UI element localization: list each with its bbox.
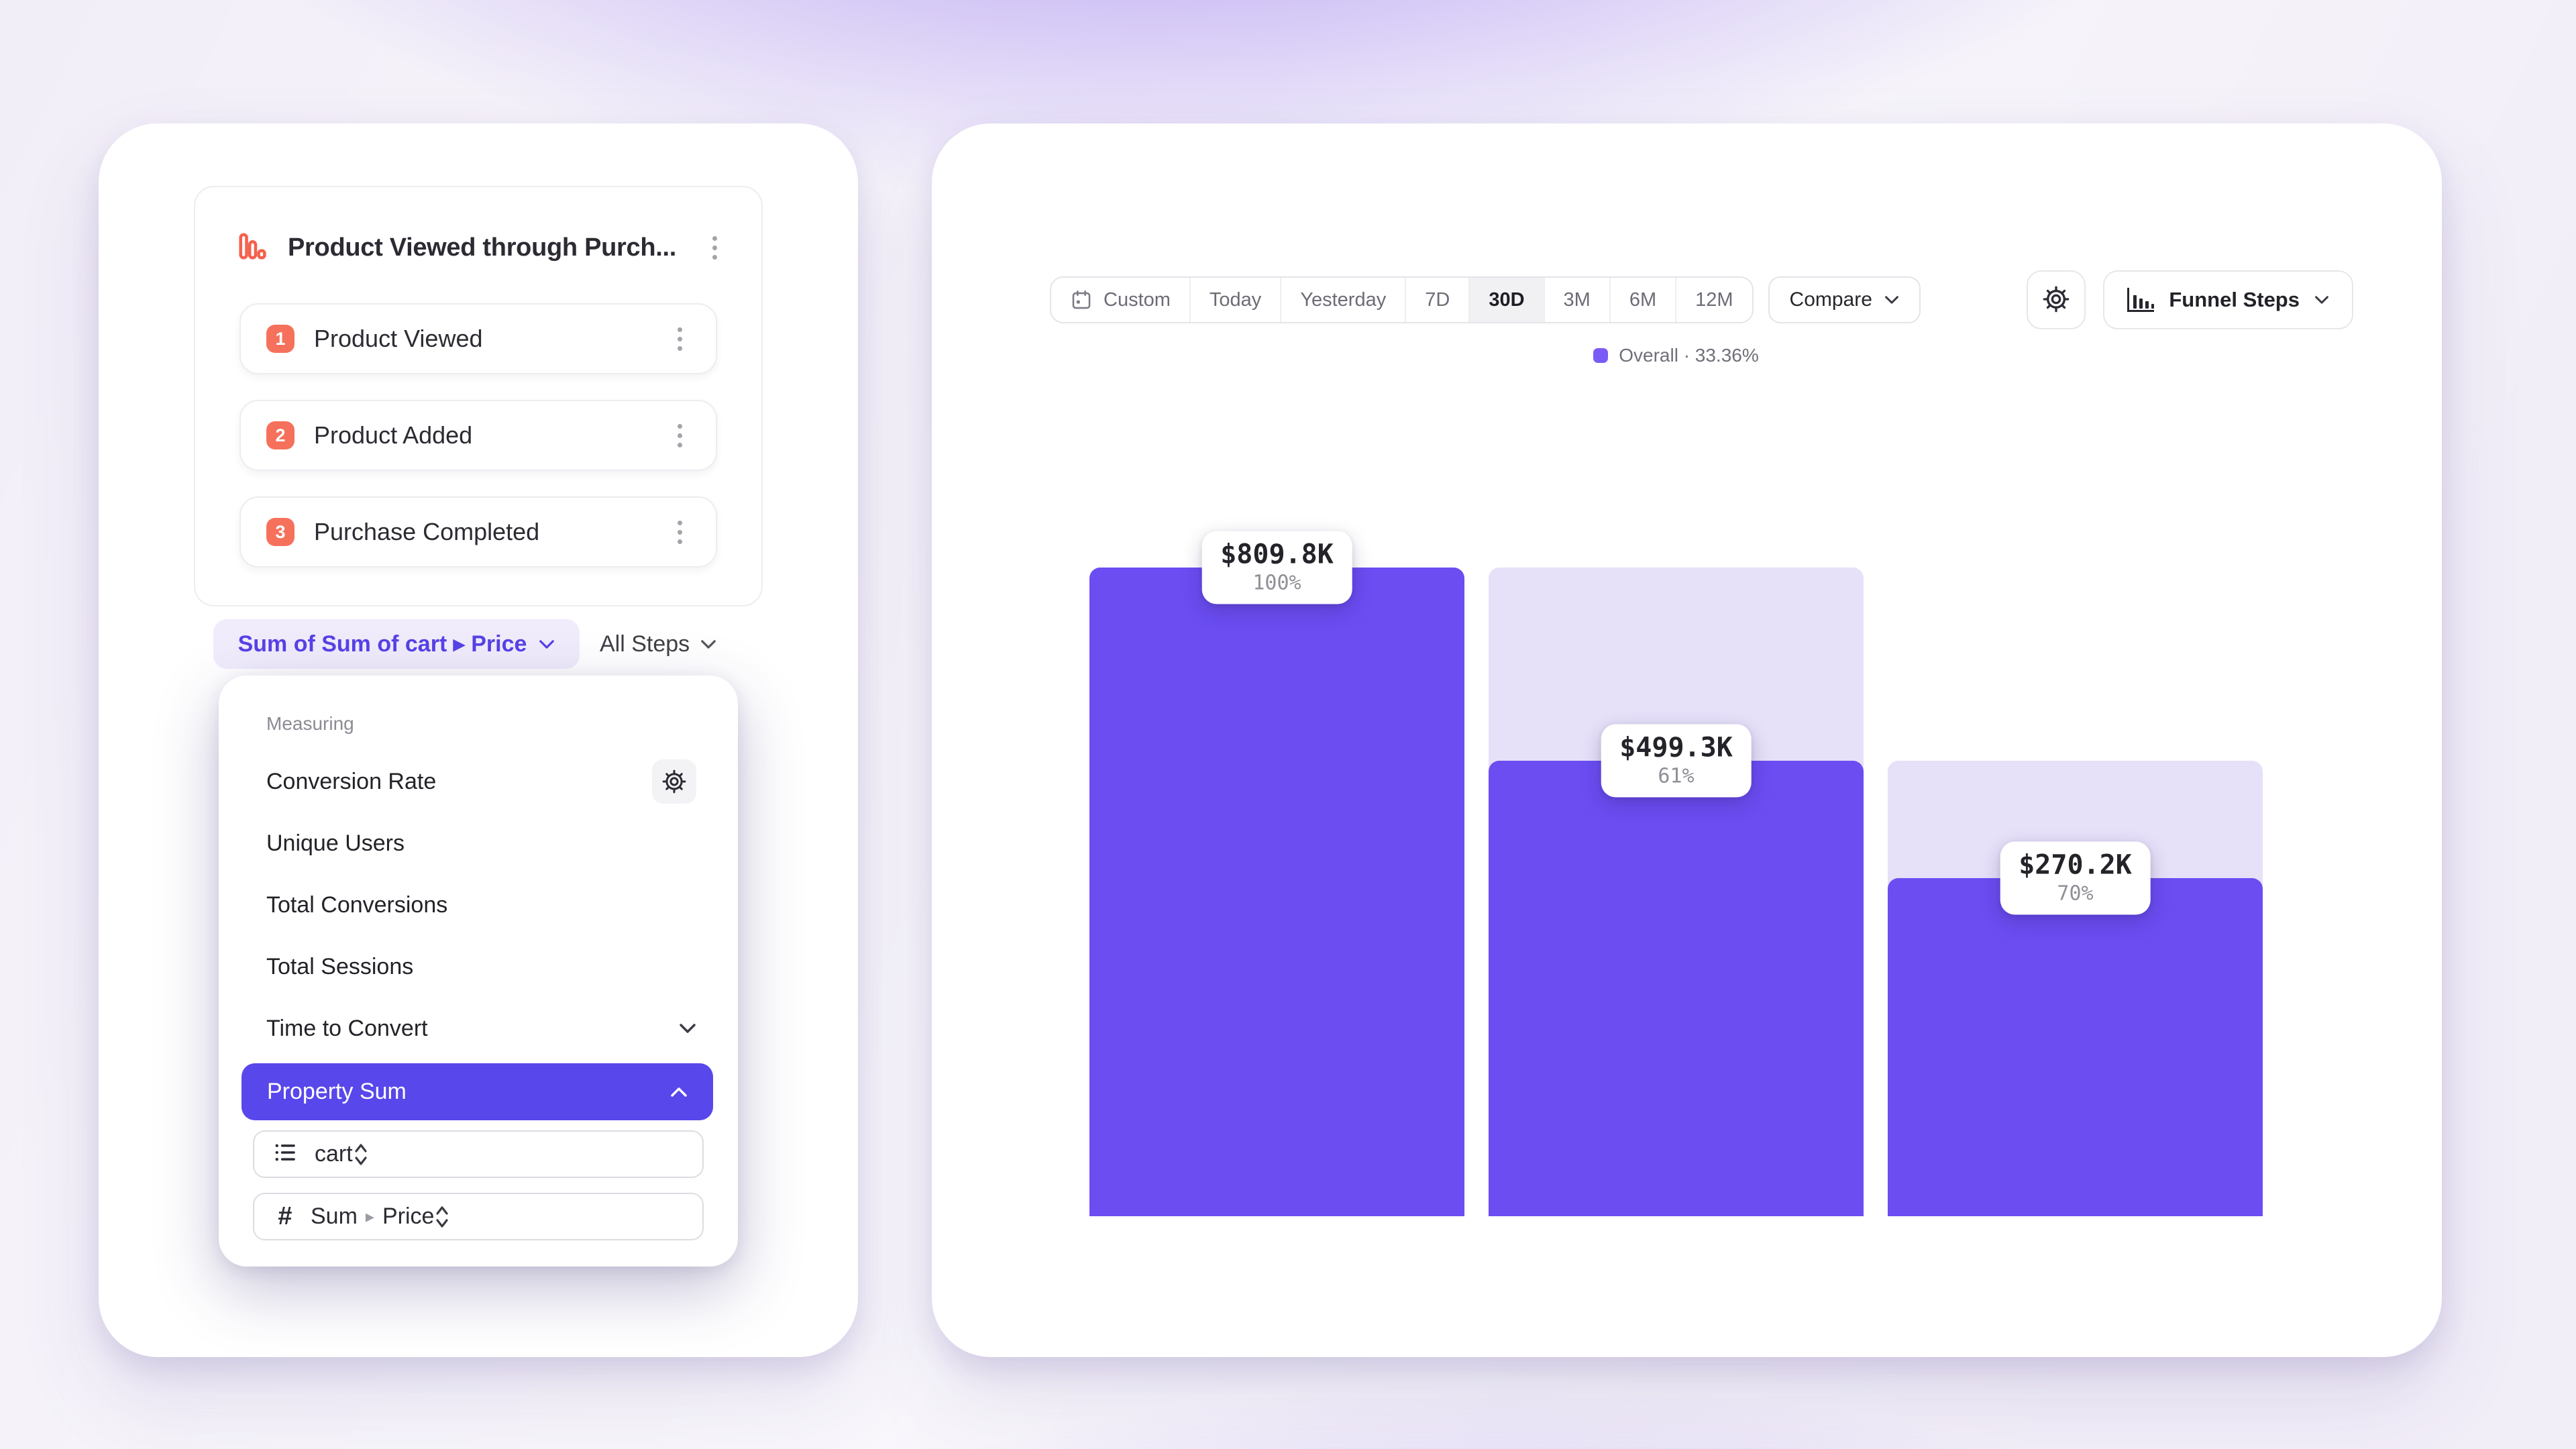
time-range-segmented-control: Custom Today Yesterday 7D 30D 3M 6M 12M (1050, 276, 1754, 323)
funnel-bar-1[interactable] (1089, 568, 1464, 1216)
report-title: Product Viewed through Purch... (288, 233, 677, 262)
conversion-rate-settings-button[interactable] (652, 759, 696, 804)
bar-value-label: $499.3K 61% (1601, 724, 1752, 798)
measuring-popover: Measuring Conversion Rate Unique Users T… (219, 676, 738, 1267)
time-range-button-7d[interactable]: 7D (1406, 278, 1470, 322)
step-number-badge: 3 (266, 518, 294, 546)
chart-settings-button[interactable] (2027, 270, 2086, 329)
aggregation-prefix: Sum (311, 1203, 358, 1229)
report-kebab-menu-icon[interactable] (706, 229, 724, 266)
kebab-menu-icon[interactable] (671, 514, 689, 551)
menu-item-property-sum-selected[interactable]: Property Sum (241, 1063, 713, 1120)
menu-items: Conversion Rate Unique Users Total Conve… (241, 751, 715, 1059)
calendar-icon (1070, 288, 1093, 311)
chart-legend: Overall · 33.36% (1089, 345, 2263, 366)
menu-section-label: Measuring (266, 713, 354, 734)
property-selector[interactable]: cart (253, 1130, 704, 1178)
step-label: Product Added (314, 421, 473, 449)
funnel-step-row[interactable]: 1 Product Viewed (239, 303, 717, 374)
gear-icon (2043, 286, 2070, 313)
time-range-button-custom[interactable]: Custom (1051, 278, 1191, 322)
measuring-menu-item[interactable]: Time to Convert (241, 998, 715, 1059)
kebab-menu-icon[interactable] (671, 321, 689, 358)
bar-value: $499.3K (1619, 732, 1733, 763)
aggregation-value: Price (382, 1203, 435, 1229)
bar-value-label: $270.2K 70% (2000, 841, 2151, 915)
up-down-selector-icon (434, 1204, 450, 1230)
funnel-chart-icon (237, 231, 268, 265)
measuring-menu-item[interactable]: Total Conversions (266, 892, 448, 918)
measurement-dropdown[interactable]: Sum of Sum of cart ▸ Price (213, 619, 580, 669)
time-range-button-today[interactable]: Today (1190, 278, 1282, 322)
measuring-menu-item[interactable]: Unique Users (266, 830, 405, 856)
time-range-button-6m[interactable]: 6M (1610, 278, 1677, 322)
step-number-badge: 2 (266, 421, 294, 449)
bar-value: $809.8K (1220, 539, 1334, 570)
chart-toolbar: Custom Today Yesterday 7D 30D 3M 6M 12M … (1050, 270, 2353, 329)
funnel-bar-3[interactable] (1888, 878, 2263, 1216)
time-range-button-30d[interactable]: 30D (1470, 278, 1545, 322)
chevron-down-icon (539, 639, 555, 649)
funnel-plot: $809.8K 100% $499.3K 61% $270.2K 70% (1089, 531, 2263, 1216)
bar-value-label: $809.8K 100% (1201, 531, 1352, 604)
bar-conversion-pct: 70% (2057, 881, 2094, 906)
steps-card: Product Viewed through Purch... 1 Produc… (194, 186, 763, 606)
time-range-button-yesterday[interactable]: Yesterday (1281, 278, 1407, 322)
report-header: Product Viewed through Purch... (237, 214, 724, 281)
kebab-menu-icon[interactable] (671, 417, 689, 454)
funnel-step-row[interactable]: 2 Product Added (239, 400, 717, 471)
funnel-chart-card: Custom Today Yesterday 7D 30D 3M 6M 12M … (932, 123, 2442, 1357)
breadcrumb-arrow: ▸ (365, 1206, 374, 1226)
chevron-down-icon (1884, 295, 1899, 305)
bar-conversion-pct: 61% (1658, 764, 1695, 788)
measuring-menu-item[interactable]: Total Sessions (266, 953, 414, 979)
time-range-button-3m[interactable]: 3M (1544, 278, 1611, 322)
legend-label: Overall · 33.36% (1619, 345, 1759, 366)
chart-type-dropdown[interactable]: Funnel Steps (2103, 270, 2353, 329)
funnel-steps-chart-icon (2127, 288, 2155, 312)
funnel-builder-card: Product Viewed through Purch... 1 Produc… (99, 123, 858, 1357)
step-label: Purchase Completed (314, 518, 540, 545)
time-range-button-12m[interactable]: 12M (1676, 278, 1752, 322)
measuring-menu-item[interactable]: Conversion Rate (241, 751, 715, 812)
chart-tools: Funnel Steps (2027, 270, 2353, 329)
legend-swatch (1593, 348, 1609, 363)
funnel-bar-2[interactable] (1489, 761, 1864, 1216)
aggregation-selector[interactable]: # Sum ▸ Price (253, 1193, 704, 1240)
number-property-icon: # (278, 1202, 292, 1230)
up-down-selector-icon (353, 1142, 369, 1167)
list-icon (273, 1142, 297, 1167)
bar-conversion-pct: 100% (1252, 571, 1301, 595)
all-steps-dropdown[interactable]: All Steps (600, 619, 716, 669)
chevron-down-icon (679, 1023, 696, 1034)
step-label: Product Viewed (314, 325, 483, 352)
property-selector-value: cart (315, 1141, 353, 1167)
chevron-down-icon (2314, 295, 2329, 305)
funnel-step-row[interactable]: 3 Purchase Completed (239, 496, 717, 568)
measurement-row: Sum of Sum of cart ▸ Price All Steps (99, 619, 858, 669)
chevron-down-icon (700, 639, 716, 649)
step-number-badge: 1 (266, 325, 294, 353)
chevron-up-icon (670, 1087, 688, 1097)
compare-button[interactable]: Compare (1768, 276, 1921, 323)
bar-value: $270.2K (2019, 849, 2132, 881)
